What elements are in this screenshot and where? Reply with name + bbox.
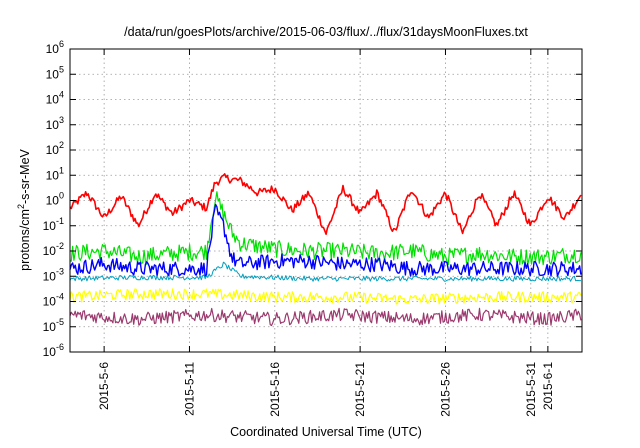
y-tick-exp: -6 xyxy=(56,342,64,352)
y-tick-base: 10 xyxy=(46,118,60,132)
y-tick-exp: 4 xyxy=(59,90,64,100)
x-tick-label: 2015-5-6 xyxy=(97,362,111,410)
y-tick-labels: 10-610-510-410-310-210-11001011021031041… xyxy=(43,39,64,359)
series-line-3 xyxy=(69,203,582,277)
y-tick-label: 10-6 xyxy=(43,342,64,359)
y-tick-exp: -1 xyxy=(56,216,64,226)
plot-grid xyxy=(70,49,582,352)
y-tick-exp: -5 xyxy=(56,317,64,327)
y-tick-exp: 5 xyxy=(59,64,64,74)
y-tick-exp: 0 xyxy=(59,191,64,201)
y-tick-base: 10 xyxy=(46,194,60,208)
series-line-6 xyxy=(69,307,582,327)
y-tick-label: 10-2 xyxy=(43,241,64,258)
y-tick-base: 10 xyxy=(46,67,60,81)
y-tick-label: 10-5 xyxy=(43,317,64,334)
x-tick-label: 2015-5-11 xyxy=(182,362,196,416)
series-line-4 xyxy=(69,261,581,282)
y-tick-label: 101 xyxy=(46,165,64,182)
y-tick-exp: 2 xyxy=(59,140,64,150)
y-tick-label: 104 xyxy=(46,90,64,107)
series-line-5 xyxy=(69,288,582,305)
y-tick-exp: 6 xyxy=(59,39,64,49)
chart-title: /data/run/goesPlots/archive/2015-06-03/f… xyxy=(124,25,528,39)
y-tick-base: 10 xyxy=(43,320,57,334)
y-tick-exp: -3 xyxy=(56,266,64,276)
y-tick-base: 10 xyxy=(43,219,57,233)
y-axis-label-exp: 2 xyxy=(16,204,26,209)
x-tick-label: 2015-5-31 xyxy=(524,362,538,417)
x-tick-label: 2015-5-21 xyxy=(353,362,367,417)
x-tick-label: 2015-5-16 xyxy=(268,362,282,417)
y-tick-base: 10 xyxy=(46,42,60,56)
y-axis-label-base: protons/cm xyxy=(18,209,32,271)
x-axis-label: Coordinated Universal Time (UTC) xyxy=(230,425,422,439)
y-tick-label: 105 xyxy=(46,64,64,81)
y-tick-base: 10 xyxy=(43,345,57,359)
y-axis-label: protons/cm2-s-sr-MeV xyxy=(16,148,32,270)
series-layer xyxy=(69,173,582,327)
series-line-2 xyxy=(69,191,582,266)
y-tick-base: 10 xyxy=(43,295,57,309)
y-tick-exp: -2 xyxy=(56,241,64,251)
y-tick-label: 103 xyxy=(46,115,64,132)
y-tick-exp: -4 xyxy=(56,292,64,302)
x-tick-label: 2015-6-1 xyxy=(541,362,555,410)
x-tick-labels: 2015-5-6 2015-5-11 2015-5-16 2015-5-21 2015-… xyxy=(97,362,555,417)
y-tick-base: 10 xyxy=(46,93,60,107)
y-tick-base: 10 xyxy=(46,143,60,157)
y-tick-exp: 3 xyxy=(59,115,64,125)
y-tick-label: 106 xyxy=(46,39,64,56)
x-tick-label: 2015-5-26 xyxy=(438,362,452,417)
axis-ticks xyxy=(70,48,582,353)
y-tick-exp: 1 xyxy=(59,165,64,175)
series-line-1 xyxy=(69,173,582,235)
y-tick-label: 100 xyxy=(46,191,64,208)
y-tick-base: 10 xyxy=(46,168,60,182)
y-tick-base: 10 xyxy=(43,269,57,283)
y-tick-label: 10-1 xyxy=(43,216,64,233)
y-tick-label: 10-3 xyxy=(43,266,64,283)
y-tick-label: 102 xyxy=(46,140,64,157)
y-axis-label-rest: -s-sr-MeV xyxy=(18,148,32,204)
y-tick-base: 10 xyxy=(43,244,57,258)
y-tick-label: 10-4 xyxy=(43,292,64,309)
